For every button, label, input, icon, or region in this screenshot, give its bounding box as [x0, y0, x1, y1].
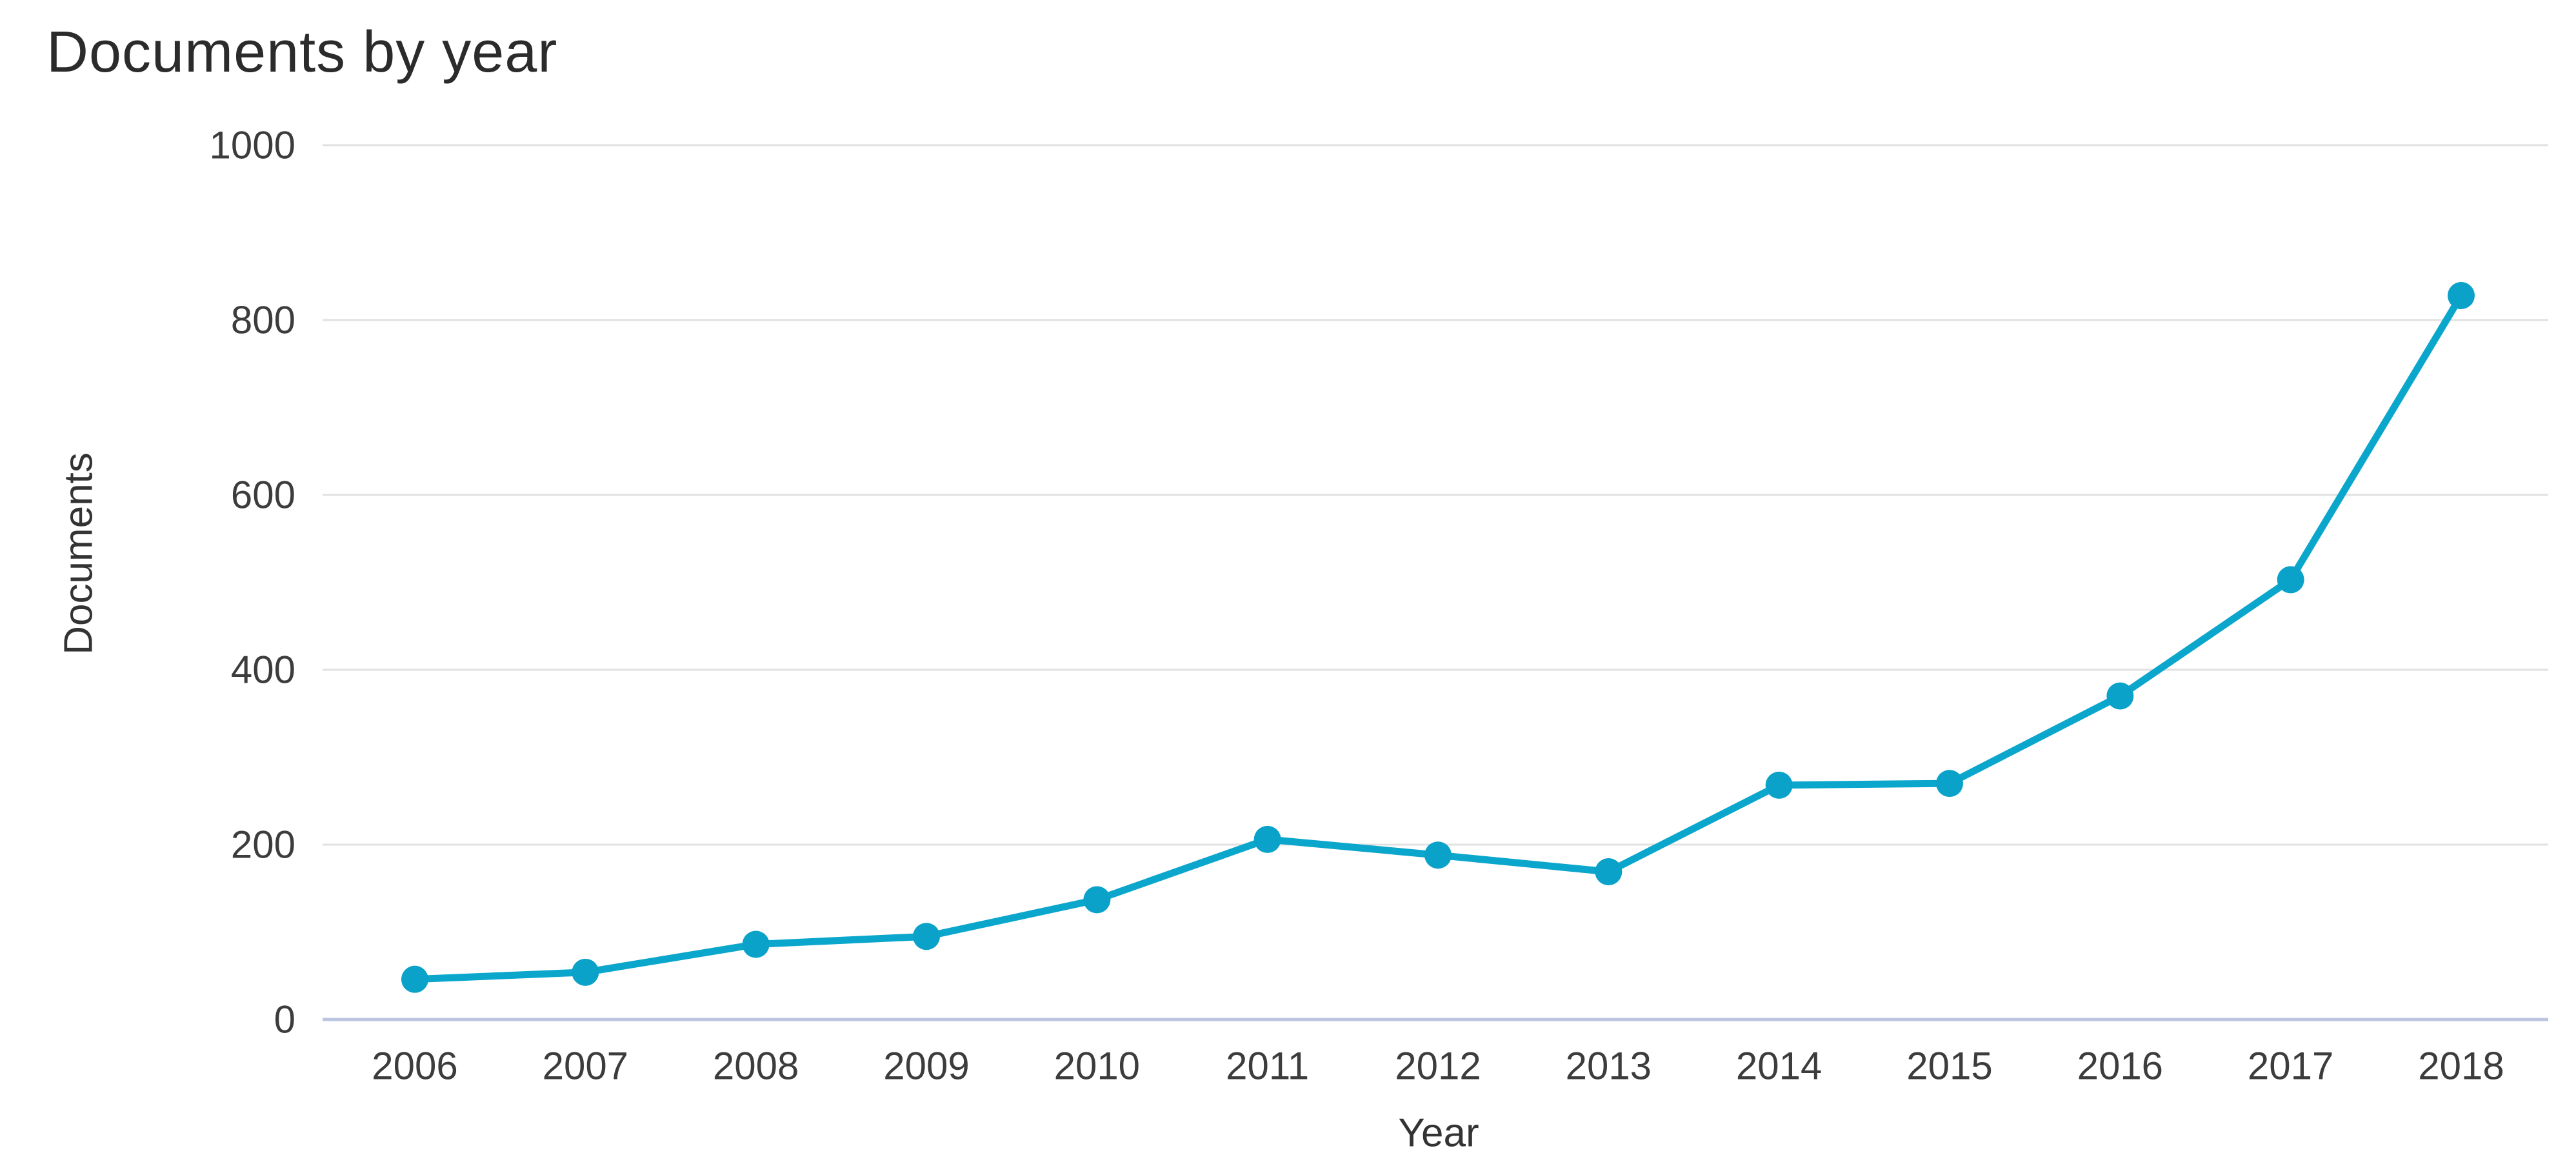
x-tick-label: 2018 — [2418, 1045, 2504, 1088]
documents-series-line — [411, 292, 2465, 983]
x-tick-label: 2012 — [1395, 1045, 1481, 1088]
y-tick-label: 200 — [231, 823, 295, 867]
x-tick-label: 2016 — [2077, 1045, 2163, 1088]
x-tick-label: 2013 — [1566, 1045, 1652, 1088]
data-point-marker — [1424, 841, 1452, 869]
x-tick-label: 2007 — [543, 1045, 628, 1088]
x-tick-label: 2017 — [2248, 1045, 2333, 1088]
data-point-marker — [1936, 770, 1963, 798]
y-tick-label: 800 — [231, 299, 295, 342]
y-tick-label: 400 — [231, 648, 295, 692]
y-tick-label: 0 — [274, 998, 295, 1041]
data-point-marker — [1595, 858, 1622, 886]
y-tick-label: 1000 — [210, 124, 295, 167]
data-point-marker — [572, 958, 599, 986]
x-tick-label: 2006 — [372, 1045, 457, 1088]
data-point-marker — [2277, 566, 2304, 594]
data-point-marker — [1083, 886, 1111, 914]
x-tick-label: 2014 — [1736, 1045, 1822, 1088]
data-point-marker — [1253, 825, 1281, 853]
data-point-marker — [2106, 682, 2134, 710]
data-point-marker — [1765, 771, 1793, 799]
x-tick-label: 2009 — [883, 1045, 969, 1088]
data-point-marker — [401, 965, 428, 993]
data-point-marker — [913, 923, 940, 950]
data-point-marker — [2448, 282, 2475, 310]
x-tick-label: 2010 — [1054, 1045, 1140, 1088]
x-tick-label: 2011 — [1226, 1045, 1309, 1088]
y-tick-label: 600 — [231, 474, 295, 517]
data-point-marker — [742, 930, 770, 958]
x-tick-label: 2015 — [1906, 1045, 1992, 1088]
x-tick-label: 2008 — [713, 1045, 799, 1088]
x-axis-title: Year — [1398, 1110, 1479, 1155]
chart-title: Documents by year — [46, 20, 558, 85]
